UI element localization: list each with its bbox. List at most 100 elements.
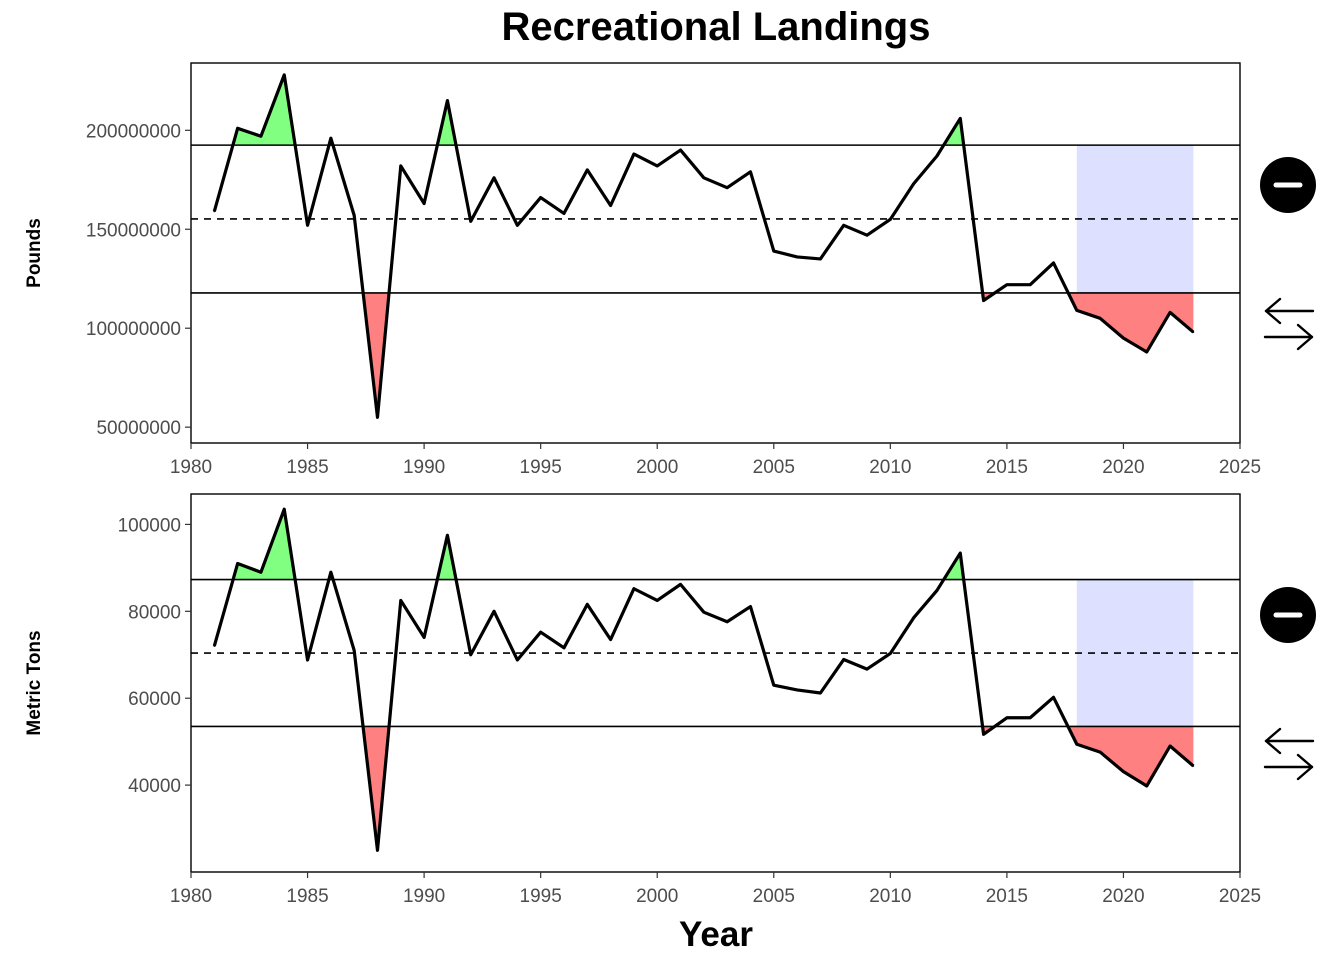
data-point [1006,716,1008,719]
series-line [212,507,1195,852]
data-point [1122,337,1125,339]
x-tick-label: 1990 [403,457,445,478]
x-tick-label: 2020 [1102,457,1144,478]
above-upper-fill [437,100,457,146]
data-point [586,169,589,171]
left-right-arrows-icon [1263,727,1315,781]
data-point [796,256,798,258]
data-point [469,220,472,223]
data-point [563,212,565,215]
data-point [936,155,938,157]
above-upper-fill [232,74,296,146]
x-tick-label: 2015 [986,886,1028,907]
data-point [889,652,892,655]
x-tick-label: 2000 [636,457,678,478]
data-point [982,733,985,736]
y-tick-label: 40000 [128,776,181,797]
data-point [1122,770,1125,773]
x-tick-label: 1990 [403,886,445,907]
data-point [1099,317,1101,320]
data-point [726,620,728,623]
data-point [260,135,262,138]
data-point [1052,262,1055,264]
data-point [493,176,495,179]
data-point [772,684,775,686]
data-point [912,182,915,185]
data-point [656,599,659,602]
x-tick-label: 1980 [170,886,212,907]
x-tick-label: 1985 [286,457,328,478]
y-tick-label: 100000000 [86,319,181,340]
data-point [400,599,402,602]
data-point [260,571,262,574]
data-point [330,571,332,574]
data-point [772,250,775,252]
data-point [353,214,355,217]
panel-border [190,62,1241,444]
data-point [213,645,216,647]
data-point [1145,351,1148,353]
data-point [656,165,659,167]
data-point [1169,311,1171,314]
series-line [212,73,1195,419]
data-point [1006,283,1008,286]
above-upper-fill [233,509,296,580]
data-point [1169,745,1171,747]
below-lower-fill [1067,726,1194,786]
data-point [516,659,519,661]
data-point [330,137,332,140]
y-tick-label: 100000 [118,515,181,536]
y-tick-label: 150000000 [86,220,181,241]
data-point [819,258,822,260]
data-point [842,658,845,661]
data-point [283,508,286,511]
data-point [516,224,519,227]
chart-title: Recreational Landings [502,5,931,49]
data-point [353,649,355,652]
panel-border [190,493,1241,873]
data-point [1029,716,1031,719]
data-point [493,610,495,613]
data-point [866,234,868,236]
x-tick-label: 2020 [1102,886,1144,907]
data-point [749,171,752,173]
panel-pounds: 1980 1985 1990 1995 2000 2005 2010 2015 2020 2025… [24,62,1316,478]
x-tick-label: 1980 [170,457,212,478]
data-point [563,647,565,649]
data-point [1052,696,1055,699]
data-point [1029,283,1031,286]
data-point [236,562,239,565]
x-tick-label: 1995 [520,457,562,478]
minus-circle-icon [1260,587,1316,643]
panel-metric-tons: 1980 1985 1990 1995 2000 2005 2010 2015 2020 2025… [24,493,1316,907]
x-axis-title: Year [679,915,753,954]
data-point [703,611,705,613]
below-lower-fill [363,726,390,851]
data-point [679,149,682,151]
below-lower-fill [1068,292,1194,352]
data-point [1076,309,1078,312]
x-tick-label: 2005 [753,457,795,478]
data-point [306,224,309,227]
data-point [912,617,915,619]
data-point [1076,743,1078,746]
data-point [633,587,635,590]
data-point [889,218,892,221]
data-point [283,74,286,76]
y-axis-title: Pounds [24,218,45,288]
data-point [633,153,635,155]
above-upper-fill [437,535,457,580]
data-point [842,224,845,227]
data-point [819,692,822,694]
data-point [796,689,798,691]
data-point [423,636,425,639]
data-point [400,165,402,167]
x-tick-label: 2015 [986,457,1028,478]
data-point [609,638,612,641]
data-point [936,589,938,592]
data-point [446,534,449,537]
data-point [959,552,962,554]
data-point [679,583,682,586]
data-point [959,117,962,120]
